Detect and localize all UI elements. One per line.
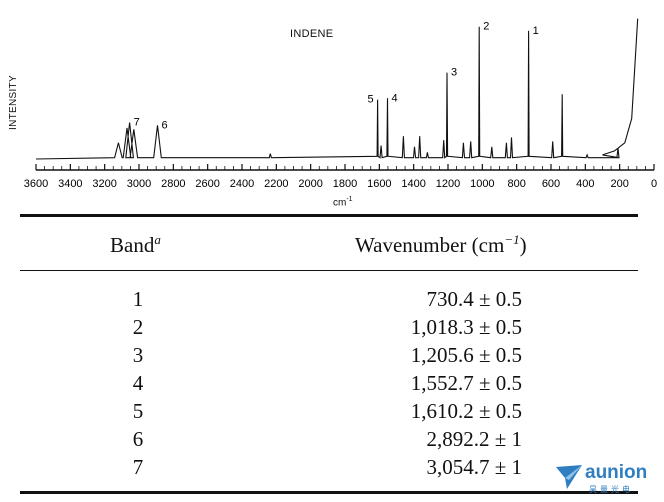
y-axis-label: INTENSITY	[8, 75, 19, 130]
band-cell: 2	[132, 315, 144, 339]
header-band: Banda	[110, 232, 161, 258]
table-row: 5 1,610.2 ± 0.5	[0, 399, 664, 423]
x-tick-label: 1000	[470, 178, 494, 190]
x-tick-label: 0	[651, 178, 657, 190]
paper-plane-icon	[556, 465, 582, 489]
x-tick-label: 1400	[401, 178, 425, 190]
wavenumber-cell: 2,892.2 ± 1	[426, 427, 522, 451]
x-tick-label: 2600	[195, 178, 219, 190]
peak-label-5: 5	[367, 94, 373, 106]
peak-label-3: 3	[451, 67, 457, 79]
wavenumber-cell: 1,552.7 ± 0.5	[410, 371, 522, 395]
peak-label-6: 6	[162, 119, 168, 131]
x-axis-unit-exponent: -1	[346, 196, 353, 203]
watermark-subtext: 昊量光电	[589, 485, 633, 494]
x-tick-label: 2000	[298, 178, 322, 190]
x-tick-label: 3600	[24, 178, 48, 190]
x-axis: 3600 3400 3200 3000 2800 2600 2400 2200 2000 1800…	[24, 164, 657, 190]
table-row: 4 1,552.7 ± 0.5	[0, 371, 664, 395]
raman-spectrum-chart: 3600 3400 3200 3000 2800 2600 2400 2200 2000 1800…	[24, 18, 657, 190]
header-wavenumber-text: Wavenumber (cm	[355, 233, 505, 257]
x-tick-label: 2400	[230, 178, 254, 190]
band-cell: 6	[132, 427, 144, 451]
chart-title: INDENE	[290, 28, 334, 40]
band-cell: 3	[132, 343, 144, 367]
aunion-watermark-logo: aunion 昊量光电	[555, 462, 660, 496]
x-tick-label: 400	[576, 178, 594, 190]
spectrum-trace	[35, 18, 639, 160]
x-tick-label: 200	[610, 178, 628, 190]
x-tick-label: 3400	[58, 178, 82, 190]
table-row: 2 1,018.3 ± 0.5	[0, 315, 664, 339]
peak-label-2: 2	[483, 21, 489, 33]
header-wavenumber-close: )	[519, 233, 527, 257]
header-band-text: Band	[110, 233, 155, 257]
x-tick-label: 1800	[333, 178, 357, 190]
x-tick-label: 800	[507, 178, 525, 190]
table-row: 3 1,205.6 ± 0.5	[0, 343, 664, 367]
x-tick-label: 600	[542, 178, 560, 190]
wavenumber-cell: 1,018.3 ± 0.5	[410, 315, 522, 339]
band-cell: 4	[132, 371, 144, 395]
peak-label-4: 4	[391, 92, 397, 104]
table-bottom-rule	[20, 491, 638, 494]
wavenumber-cell: 1,205.6 ± 0.5	[410, 343, 522, 367]
peak-label-1: 1	[533, 25, 539, 37]
table-top-rule	[20, 214, 638, 217]
x-tick-label: 2800	[161, 178, 185, 190]
peak-label-7: 7	[134, 117, 140, 129]
x-tick-label: 2200	[264, 178, 288, 190]
table-row: 1 730.4 ± 0.5	[0, 287, 664, 311]
watermark-text: aunion	[585, 462, 648, 483]
wavenumber-cell: 730.4 ± 0.5	[426, 287, 522, 311]
table-row: 6 2,892.2 ± 1	[0, 427, 664, 451]
table-header-rule	[20, 270, 638, 271]
x-tick-label: 3000	[127, 178, 151, 190]
header-wavenumber: Wavenumber (cm−1)	[355, 232, 527, 258]
wavenumber-cell: 1,610.2 ± 0.5	[410, 399, 522, 423]
x-axis-label: cm-1	[333, 196, 353, 208]
table-row: 7 3,054.7 ± 1	[0, 455, 664, 479]
band-cell: 1	[132, 287, 144, 311]
header-band-footnote: a	[154, 232, 161, 247]
x-axis-unit: cm	[333, 197, 347, 209]
header-wavenumber-exponent: −1	[504, 232, 520, 247]
band-cell: 5	[132, 399, 144, 423]
x-tick-label: 3200	[92, 178, 116, 190]
x-tick-label: 1600	[367, 178, 391, 190]
wavenumber-cell: 3,054.7 ± 1	[426, 455, 522, 479]
x-tick-label: 1200	[436, 178, 460, 190]
band-cell: 7	[132, 455, 144, 479]
peak-labels: 7 6 5 4 3 2 1	[134, 21, 539, 132]
